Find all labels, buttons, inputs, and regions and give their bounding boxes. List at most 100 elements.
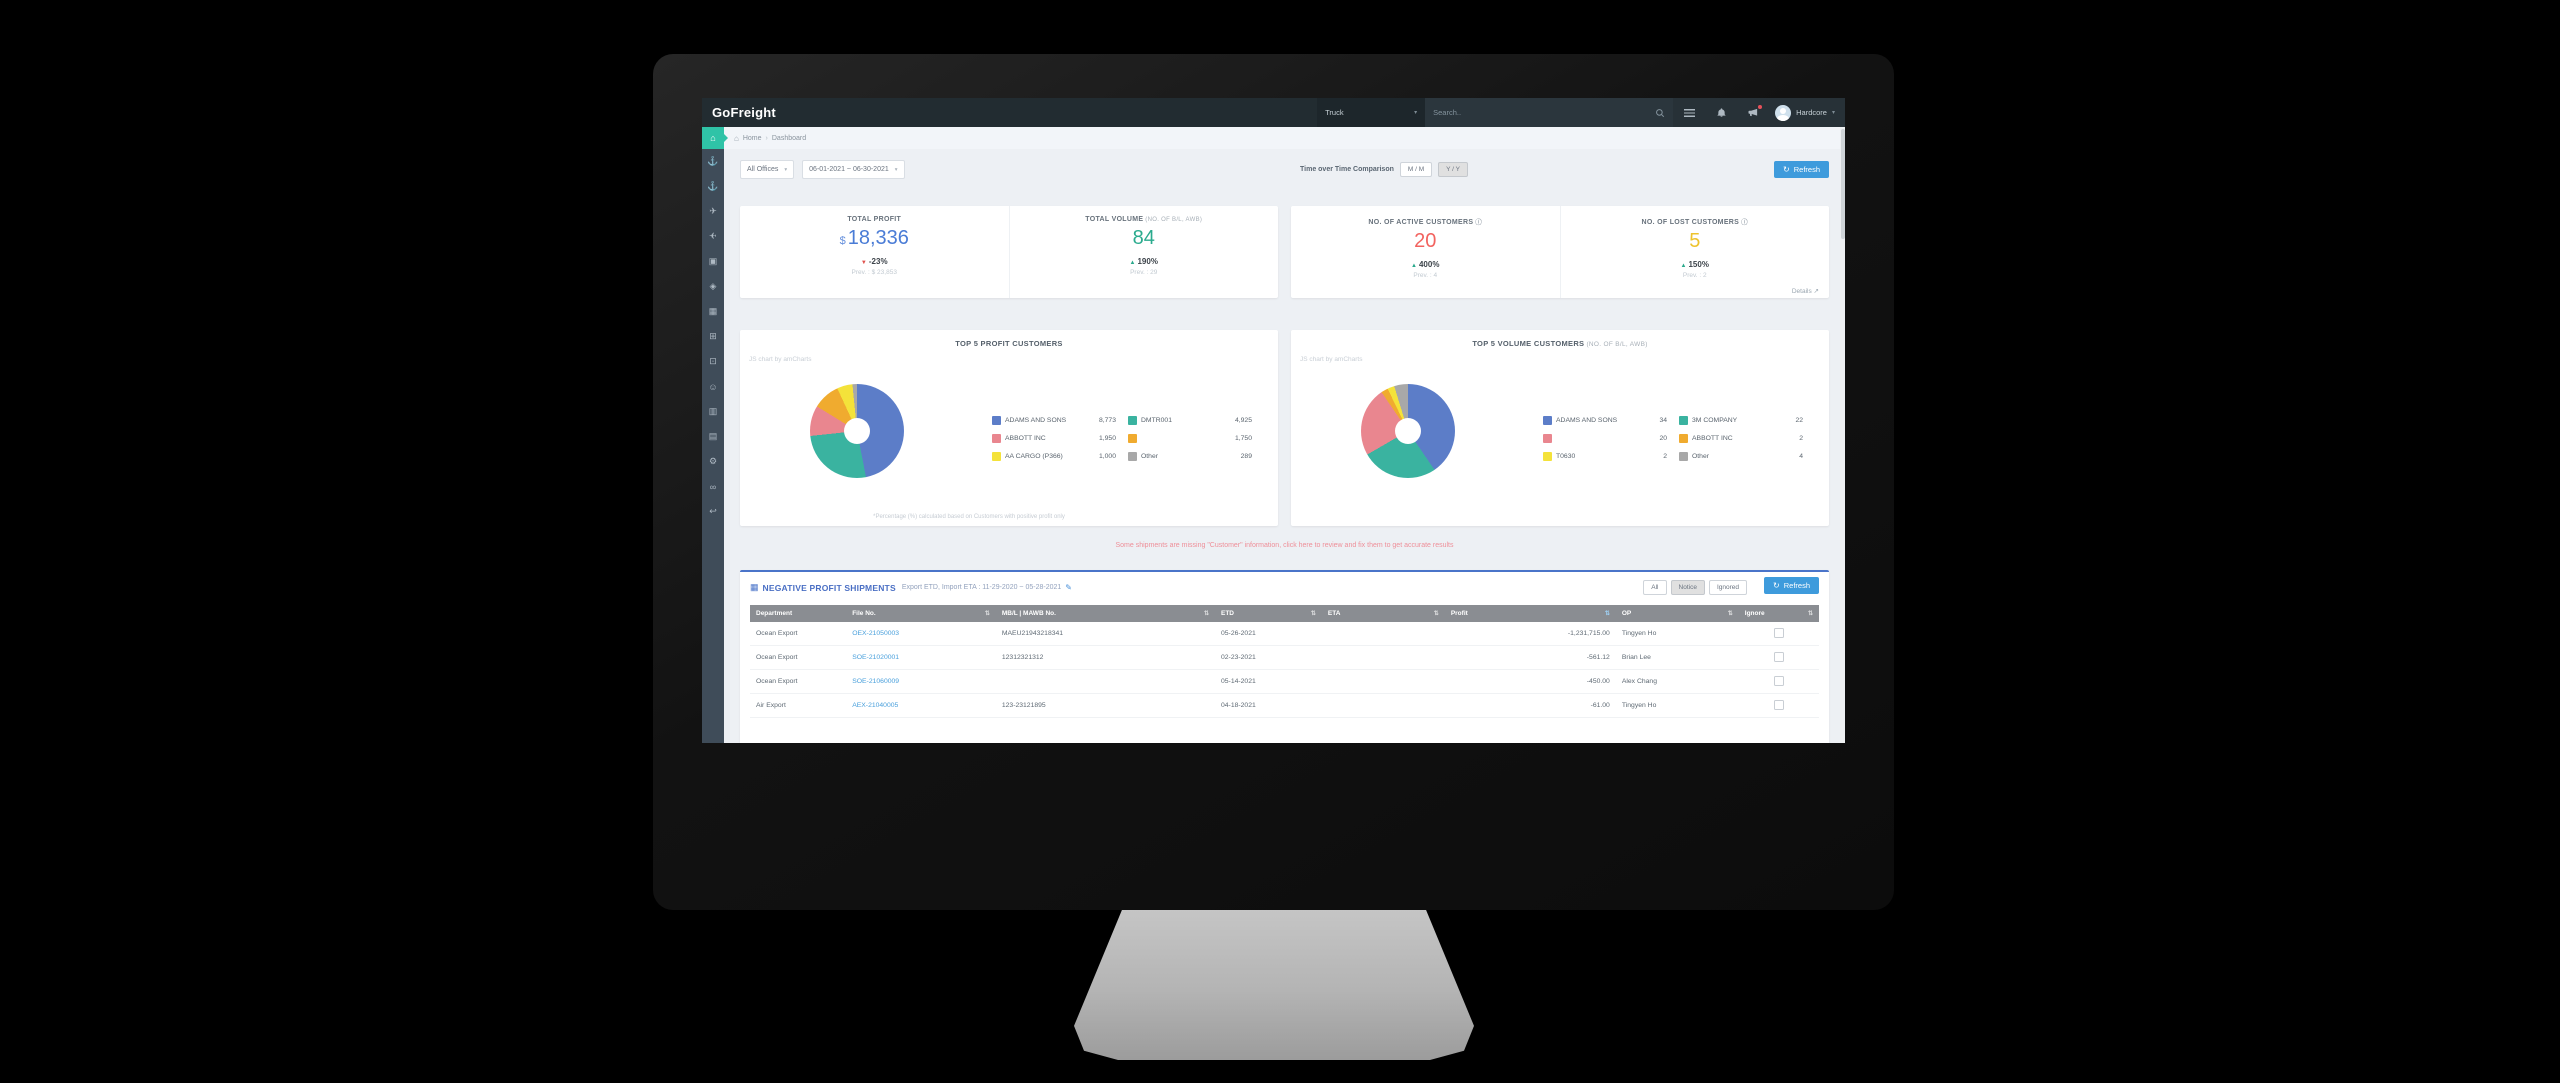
- legend-item[interactable]: 20: [1543, 434, 1667, 443]
- legend-item[interactable]: AA CARGO (P366) 1,000: [992, 452, 1116, 461]
- legend-item[interactable]: ABBOTT INC 1,950: [992, 434, 1116, 443]
- legend-item[interactable]: 1,750: [1128, 434, 1252, 443]
- sidebar-item-customers[interactable]: ☺: [702, 374, 724, 399]
- file-no-link[interactable]: OEX-21050003: [846, 622, 996, 646]
- date-range-select[interactable]: 06-01-2021 ~ 06-30-2021 ▾: [802, 160, 905, 179]
- kpi-card-left: TOTAL PROFIT $18,336 ▼ -23% Prev. : $ 23,853…: [740, 206, 1278, 298]
- donut-chart-profit-customers[interactable]: [810, 384, 904, 478]
- sidebar-item-settings[interactable]: ⚙: [702, 449, 724, 474]
- ignore-checkbox[interactable]: [1773, 627, 1784, 638]
- sort-icon[interactable]: ⇅: [1727, 611, 1733, 617]
- file-no-link[interactable]: SOE-21020001: [846, 645, 996, 670]
- sidebar-item-misc-shipment[interactable]: ◈: [702, 274, 724, 299]
- details-link[interactable]: Details ↗: [1791, 288, 1819, 295]
- date-range-value: 06-01-2021 ~ 06-30-2021: [809, 166, 889, 173]
- sort-icon[interactable]: ⇅: [1203, 611, 1209, 617]
- sidebar-item-air-export[interactable]: ✈: [702, 224, 724, 249]
- column-header-eta[interactable]: ETA ⇅: [1321, 605, 1445, 622]
- sort-icon[interactable]: ⇅: [1604, 611, 1610, 617]
- ignore-checkbox[interactable]: [1773, 651, 1784, 662]
- column-header-mb-l-mawb-no-[interactable]: MB/L | MAWB No. ⇅: [995, 605, 1215, 622]
- column-header-ignore[interactable]: Ignore ⇅: [1738, 605, 1819, 622]
- sidebar-item-trucking[interactable]: ▣: [702, 249, 724, 274]
- legend-value: 20: [1659, 435, 1667, 442]
- column-header-profit[interactable]: Profit ⇅: [1444, 605, 1616, 622]
- mm-toggle-button[interactable]: M / M: [1399, 162, 1433, 177]
- sidebar-item-ocean-export[interactable]: ⚓: [702, 174, 724, 199]
- chart-legend: ADAMS AND SONS 34 3M COMPANY 22 20 ABBOTT INC…: [1543, 416, 1803, 461]
- notifications-bell-icon[interactable]: [1705, 98, 1737, 127]
- filter-all-button[interactable]: All: [1643, 580, 1667, 595]
- missing-customer-warning[interactable]: Some shipments are missing "Customer" in…: [1115, 542, 1454, 549]
- announcements-megaphone-icon[interactable]: [1737, 98, 1769, 127]
- cell-op: Tingyen Ho: [1615, 693, 1739, 718]
- ignore-checkbox[interactable]: [1773, 675, 1784, 686]
- legend-swatch: [1679, 434, 1688, 443]
- scrollbar-thumb[interactable]: [1840, 129, 1845, 239]
- column-header-file-no-[interactable]: File No. ⇅: [846, 605, 996, 622]
- trucking-icon: ▣: [708, 256, 718, 266]
- info-icon[interactable]: ⓘ: [1741, 219, 1748, 226]
- sidebar-item-reports[interactable]: ▥: [702, 399, 724, 424]
- sidebar-item-warehouse[interactable]: ▦: [702, 299, 724, 324]
- sidebar-item-quotation[interactable]: ⊡: [702, 349, 724, 374]
- sidebar-item-accounting[interactable]: ⊞: [702, 324, 724, 349]
- sidebar-item-air-import[interactable]: ✈: [702, 199, 724, 224]
- legend-swatch: [1679, 452, 1688, 461]
- legend-item[interactable]: Other 4: [1679, 452, 1803, 461]
- legend-item[interactable]: ADAMS AND SONS 8,773: [992, 416, 1116, 425]
- column-header-op[interactable]: OP ⇅: [1615, 605, 1739, 622]
- legend-label: ABBOTT INC: [1692, 435, 1733, 442]
- kpi-row: TOTAL PROFIT $18,336 ▼ -23% Prev. : $ 23,853…: [740, 206, 1829, 298]
- kpi-previous-value: Prev. : 2: [1682, 272, 1707, 279]
- quotation-icon: ⊡: [709, 356, 717, 366]
- kpi-total-volume: TOTAL VOLUME (NO. OF B/L, AWB) 84 ▲ 190% Pre…: [1008, 206, 1279, 298]
- legend-item[interactable]: Other 289: [1128, 452, 1252, 461]
- sort-icon[interactable]: ⇅: [1433, 611, 1439, 617]
- info-icon[interactable]: ⓘ: [1475, 219, 1483, 226]
- legend-item[interactable]: T0630 2: [1543, 452, 1667, 461]
- kpi-value: 5: [1561, 230, 1830, 253]
- chart-title-text: TOP 5 PROFIT CUSTOMERS: [955, 339, 1063, 348]
- file-no-link[interactable]: SOE-21060009: [846, 669, 996, 694]
- yy-toggle-button[interactable]: Y / Y: [1438, 162, 1468, 177]
- customers-icon: ☺: [708, 381, 718, 392]
- app-logo[interactable]: GoFreight: [712, 105, 776, 120]
- sidebar-item-documents[interactable]: ▤: [702, 424, 724, 449]
- shipments-refresh-button[interactable]: ↻ Refresh: [1764, 577, 1819, 594]
- legend-label: ADAMS AND SONS: [1005, 417, 1067, 424]
- filter-ignored-button[interactable]: Ignored: [1708, 580, 1747, 595]
- menu-icon[interactable]: [1673, 98, 1705, 127]
- file-no-link[interactable]: AEX-21040005: [846, 693, 996, 718]
- legend-item[interactable]: DMTR001 4,925: [1128, 416, 1252, 425]
- legend-item[interactable]: ABBOTT INC 2: [1679, 434, 1803, 443]
- sidebar-item-home[interactable]: ⌂: [702, 127, 728, 149]
- sidebar-item-integrations[interactable]: ∞: [702, 474, 724, 499]
- kpi-value: 20: [1291, 230, 1560, 253]
- sort-icon[interactable]: ⇅: [1310, 611, 1316, 617]
- sort-icon[interactable]: ⇅: [984, 611, 990, 617]
- sort-icon[interactable]: ⇅: [1807, 611, 1813, 617]
- office-select[interactable]: All Offices ▾: [740, 160, 795, 179]
- ignore-checkbox[interactable]: [1773, 699, 1784, 710]
- legend-item[interactable]: 3M COMPANY 22: [1679, 416, 1803, 425]
- column-header-etd[interactable]: ETD ⇅: [1215, 605, 1322, 622]
- search-icon[interactable]: [1655, 108, 1665, 118]
- legend-item[interactable]: ADAMS AND SONS 34: [1543, 416, 1667, 425]
- cell-etd: 05-14-2021: [1215, 669, 1322, 694]
- edit-pencil-icon[interactable]: ✎: [1065, 583, 1072, 592]
- dashboard-refresh-button[interactable]: ↻ Refresh: [1774, 161, 1829, 178]
- legend-value: 2: [1799, 435, 1803, 442]
- breadcrumb-home[interactable]: Home: [742, 134, 762, 142]
- user-menu[interactable]: Hardcore ▾: [1769, 98, 1845, 127]
- monitor-bezel: GoFreight Truck ▾ Search..: [653, 54, 1894, 910]
- sidebar-item-exit[interactable]: ↩: [702, 499, 724, 524]
- search-scope-select[interactable]: Truck ▾: [1317, 98, 1426, 127]
- sidebar-item-ocean-import[interactable]: ⚓: [702, 149, 724, 174]
- donut-chart-volume-customers[interactable]: [1361, 384, 1455, 478]
- filter-notice-button[interactable]: Notice: [1670, 580, 1705, 595]
- search-input[interactable]: Search..: [1425, 98, 1674, 127]
- cell-mbl: MAEU21943218341: [995, 622, 1215, 646]
- scrollbar[interactable]: [1840, 127, 1845, 743]
- cell-department: Air Export: [750, 693, 847, 718]
